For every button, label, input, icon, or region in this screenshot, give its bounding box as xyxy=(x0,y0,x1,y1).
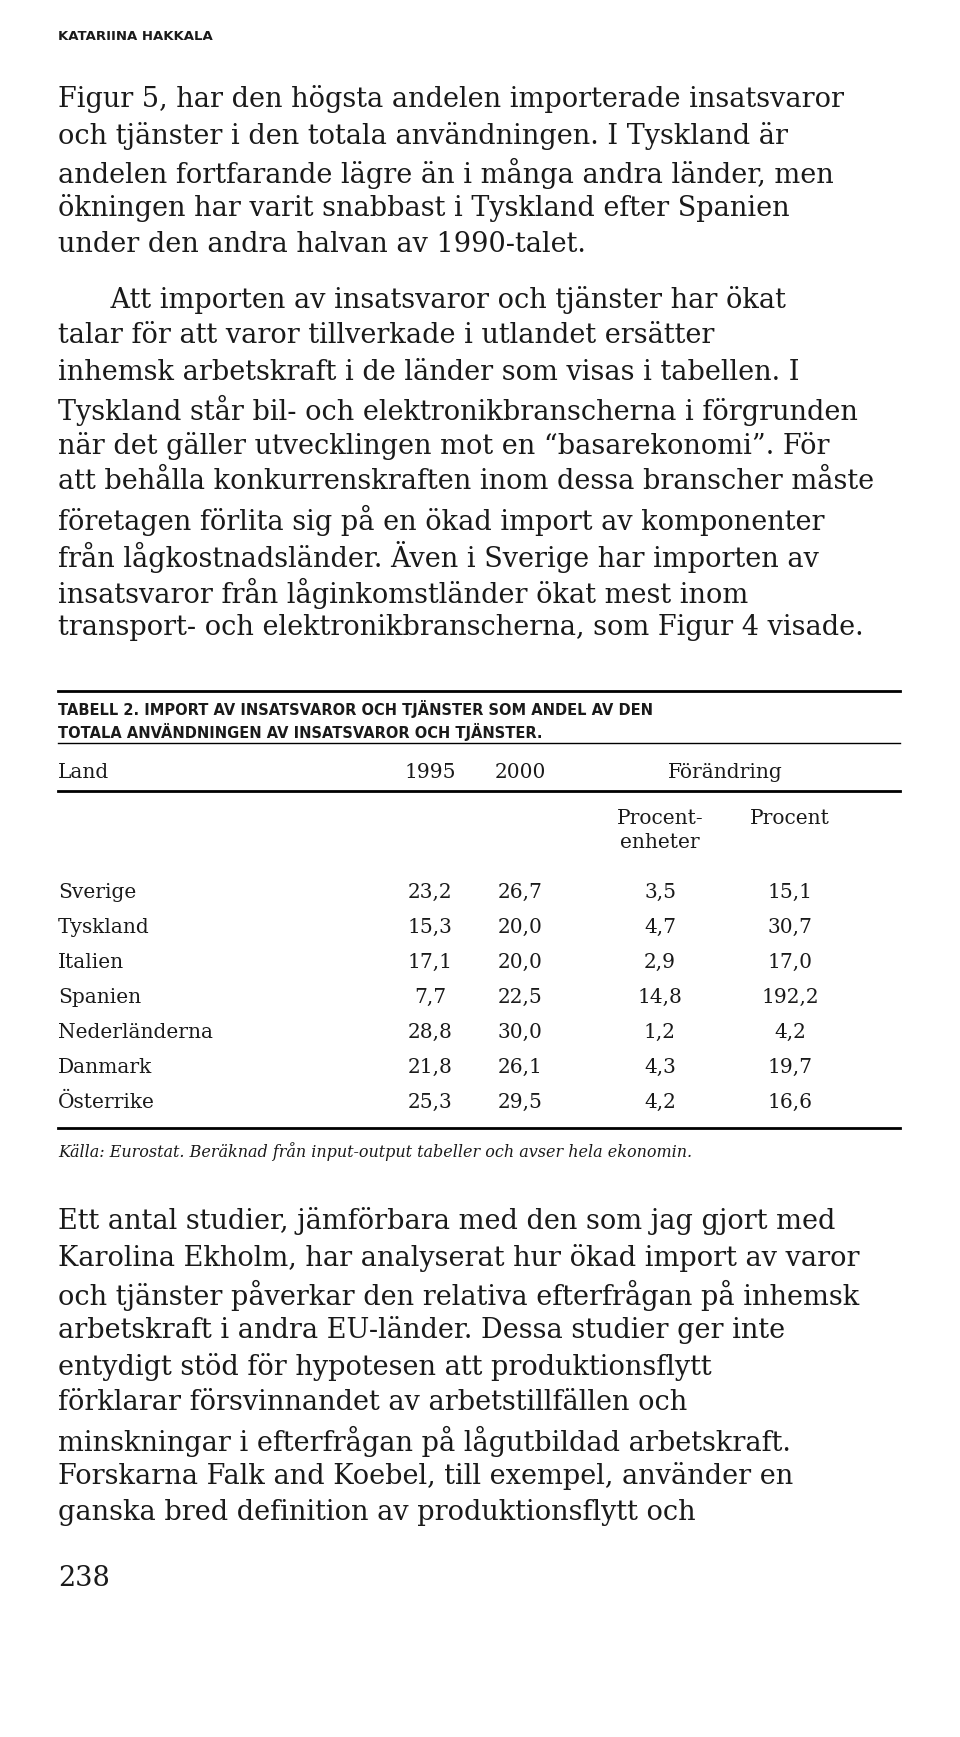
Text: 28,8: 28,8 xyxy=(408,1023,452,1042)
Text: Österrike: Österrike xyxy=(58,1093,155,1112)
Text: 16,6: 16,6 xyxy=(767,1093,812,1112)
Text: 30,7: 30,7 xyxy=(768,917,812,936)
Text: 192,2: 192,2 xyxy=(761,988,819,1007)
Text: 23,2: 23,2 xyxy=(408,882,452,902)
Text: 14,8: 14,8 xyxy=(637,988,683,1007)
Text: 25,3: 25,3 xyxy=(408,1093,452,1112)
Text: TOTALA ANVÄNDNINGEN AV INSATSVAROR OCH TJÄNSTER.: TOTALA ANVÄNDNINGEN AV INSATSVAROR OCH T… xyxy=(58,723,542,742)
Text: 20,0: 20,0 xyxy=(497,954,542,973)
Text: 2000: 2000 xyxy=(494,763,545,782)
Text: 26,1: 26,1 xyxy=(497,1058,542,1077)
Text: 17,0: 17,0 xyxy=(767,954,812,973)
Text: 4,7: 4,7 xyxy=(644,917,676,936)
Text: att behålla konkurrenskraften inom dessa branscher måste: att behålla konkurrenskraften inom dessa… xyxy=(58,467,875,495)
Text: 29,5: 29,5 xyxy=(497,1093,542,1112)
Text: 26,7: 26,7 xyxy=(497,882,542,902)
Text: inhemsk arbetskraft i de länder som visas i tabellen. I: inhemsk arbetskraft i de länder som visa… xyxy=(58,358,800,386)
Text: Procent-: Procent- xyxy=(616,809,704,829)
Text: 238: 238 xyxy=(58,1565,109,1593)
Text: och tjänster i den totala användningen. I Tyskland är: och tjänster i den totala användningen. … xyxy=(58,122,788,149)
Text: minskningar i efterfrågan på lågutbildad arbetskraft.: minskningar i efterfrågan på lågutbildad… xyxy=(58,1426,791,1457)
Text: företagen förlita sig på en ökad import av komponenter: företagen förlita sig på en ökad import … xyxy=(58,504,825,535)
Text: 19,7: 19,7 xyxy=(767,1058,812,1077)
Text: 15,1: 15,1 xyxy=(767,882,812,902)
Text: 2,9: 2,9 xyxy=(644,954,676,973)
Text: Procent: Procent xyxy=(750,809,830,829)
Text: 21,8: 21,8 xyxy=(408,1058,452,1077)
Text: enheter: enheter xyxy=(620,832,700,851)
Text: Forskarna Falk and Koebel, till exempel, använder en: Forskarna Falk and Koebel, till exempel,… xyxy=(58,1463,793,1490)
Text: andelen fortfarande lägre än i många andra länder, men: andelen fortfarande lägre än i många and… xyxy=(58,158,833,189)
Text: KATARIINA HAKKALA: KATARIINA HAKKALA xyxy=(58,30,213,43)
Text: Spanien: Spanien xyxy=(58,988,141,1007)
Text: ganska bred definition av produktionsflytt och: ganska bred definition av produktionsfly… xyxy=(58,1499,696,1527)
Text: TABELL 2. IMPORT AV INSATSVAROR OCH TJÄNSTER SOM ANDEL AV DEN: TABELL 2. IMPORT AV INSATSVAROR OCH TJÄN… xyxy=(58,700,653,719)
Text: 1995: 1995 xyxy=(404,763,456,782)
Text: när det gäller utvecklingen mot en “basarekonomi”. För: när det gäller utvecklingen mot en “basa… xyxy=(58,431,829,460)
Text: förklarar försvinnandet av arbetstillfällen och: förklarar försvinnandet av arbetstillfäl… xyxy=(58,1390,687,1416)
Text: 15,3: 15,3 xyxy=(408,917,452,936)
Text: 17,1: 17,1 xyxy=(407,954,452,973)
Text: Figur 5, har den högsta andelen importerade insatsvaror: Figur 5, har den högsta andelen importer… xyxy=(58,85,844,113)
Text: entydigt stöd för hypotesen att produktionsflytt: entydigt stöd för hypotesen att produkti… xyxy=(58,1353,711,1381)
Text: Tyskland: Tyskland xyxy=(58,917,150,936)
Text: 1,2: 1,2 xyxy=(644,1023,676,1042)
Text: talar för att varor tillverkade i utlandet ersätter: talar för att varor tillverkade i utland… xyxy=(58,321,714,349)
Text: Nederländerna: Nederländerna xyxy=(58,1023,213,1042)
Text: 7,7: 7,7 xyxy=(414,988,446,1007)
Text: ökningen har varit snabbast i Tyskland efter Spanien: ökningen har varit snabbast i Tyskland e… xyxy=(58,195,790,222)
Text: 4,3: 4,3 xyxy=(644,1058,676,1077)
Text: 20,0: 20,0 xyxy=(497,917,542,936)
Text: Att importen av insatsvaror och tjänster har ökat: Att importen av insatsvaror och tjänster… xyxy=(76,285,786,313)
Text: Land: Land xyxy=(58,763,109,782)
Text: Italien: Italien xyxy=(58,954,124,973)
Text: 30,0: 30,0 xyxy=(497,1023,542,1042)
Text: Tyskland står bil- och elektronikbranscherna i förgrunden: Tyskland står bil- och elektronikbransch… xyxy=(58,394,858,426)
Text: Ett antal studier, jämförbara med den som jag gjort med: Ett antal studier, jämförbara med den so… xyxy=(58,1207,835,1235)
Text: Sverige: Sverige xyxy=(58,882,136,902)
Text: Danmark: Danmark xyxy=(58,1058,153,1077)
Text: under den andra halvan av 1990-talet.: under den andra halvan av 1990-talet. xyxy=(58,231,586,259)
Text: Karolina Ekholm, har analyserat hur ökad import av varor: Karolina Ekholm, har analyserat hur ökad… xyxy=(58,1244,859,1271)
Text: arbetskraft i andra EU-länder. Dessa studier ger inte: arbetskraft i andra EU-länder. Dessa stu… xyxy=(58,1317,785,1344)
Text: Förändring: Förändring xyxy=(667,763,782,782)
Text: och tjänster påverkar den relativa efterfrågan på inhemsk: och tjänster påverkar den relativa efter… xyxy=(58,1280,859,1311)
Text: 3,5: 3,5 xyxy=(644,882,676,902)
Text: 22,5: 22,5 xyxy=(497,988,542,1007)
Text: transport- och elektronikbranscherna, som Figur 4 visade.: transport- och elektronikbranscherna, so… xyxy=(58,613,864,641)
Text: 4,2: 4,2 xyxy=(644,1093,676,1112)
Text: från lågkostnadsländer. Även i Sverige har importen av: från lågkostnadsländer. Även i Sverige h… xyxy=(58,540,819,573)
Text: insatsvaror från låginkomstländer ökat mest inom: insatsvaror från låginkomstländer ökat m… xyxy=(58,577,748,608)
Text: 4,2: 4,2 xyxy=(774,1023,806,1042)
Text: Källa: Eurostat. Beräknad från input-output tabeller och avser hela ekonomin.: Källa: Eurostat. Beräknad från input-out… xyxy=(58,1141,692,1160)
